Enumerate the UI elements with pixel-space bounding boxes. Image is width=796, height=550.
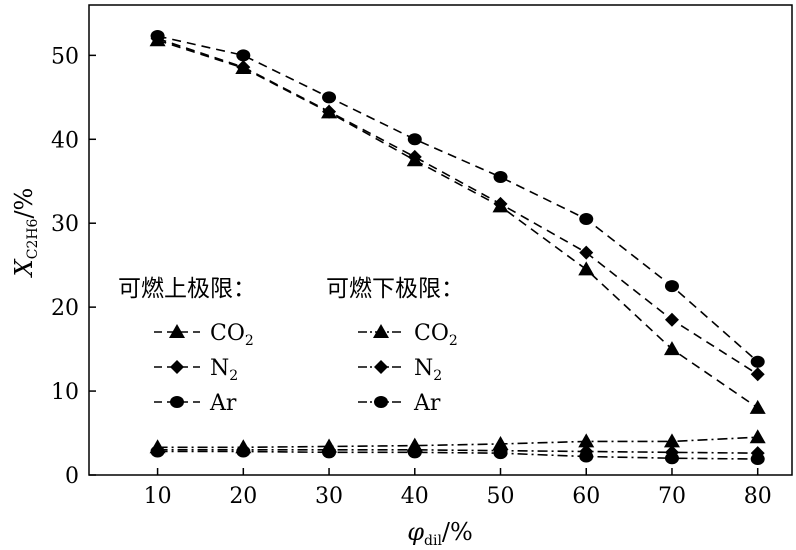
series-line-lower-ar [157, 450, 758, 460]
legend-label-main: Ar [413, 391, 441, 416]
legend-label-main: N [414, 356, 433, 381]
y-tick-label: 0 [65, 464, 79, 489]
y-tick-label: 20 [51, 296, 79, 321]
data-point-upper-ar [493, 171, 508, 184]
legend-marker [170, 396, 184, 408]
y-axis-label-main: X [10, 258, 38, 278]
data-point-upper-ar [322, 91, 337, 104]
data-point-upper-co2 [749, 399, 766, 414]
data-point-upper-co2 [578, 261, 595, 276]
data-point-lower-ar [579, 450, 594, 463]
legend-marker [374, 396, 388, 408]
legend-marker [373, 324, 389, 338]
data-point-upper-n2 [664, 312, 679, 327]
series-line-upper-n2 [157, 37, 759, 375]
x-tick-label: 50 [487, 484, 515, 509]
y-axis-label-sub: C2H6 [25, 218, 41, 259]
plot-frame [88, 4, 793, 476]
series-line-upper-ar [157, 35, 759, 363]
data-point-lower-co2 [749, 429, 766, 444]
legend-label: Ar [209, 391, 237, 416]
data-point-lower-ar [236, 445, 251, 458]
data-point-upper-ar [236, 49, 251, 62]
data-point-lower-ar [664, 452, 679, 465]
x-axis-label-sub: dil [424, 533, 442, 549]
legend-marker [374, 360, 388, 374]
x-tick-label: 80 [744, 484, 772, 509]
legend-label: CO2 [414, 321, 458, 349]
data-point-lower-co2 [663, 433, 680, 448]
x-axis-label-main: φ [407, 518, 424, 546]
legend-item-lower-co2: CO2 [358, 321, 458, 349]
x-axis-label-suffix: /% [442, 518, 473, 546]
legend-label-sub: 2 [229, 368, 238, 384]
data-point-upper-n2 [236, 60, 251, 75]
data-point-upper-ar [579, 213, 594, 226]
y-tick-label: 30 [51, 212, 79, 237]
legend-label: N2 [414, 356, 442, 384]
legend-label-main: Ar [209, 391, 237, 416]
legend-label-sub: 2 [449, 333, 458, 349]
data-point-upper-co2 [663, 341, 680, 356]
legend-item-upper-co2: CO2 [154, 321, 254, 349]
y-tick-label: 40 [51, 128, 79, 153]
data-point-upper-ar [750, 355, 765, 368]
legend-label-main: CO [210, 321, 245, 346]
series-line-lower-n2 [157, 449, 758, 454]
y-axis-label: XC2H6/% [10, 188, 41, 279]
legend-label: Ar [413, 391, 441, 416]
data-point-lower-co2 [492, 435, 509, 450]
legend-label-sub: 2 [433, 368, 442, 384]
legend-label-main: N [210, 356, 229, 381]
data-point-upper-ar [150, 30, 165, 43]
data-point-upper-n2 [579, 245, 594, 260]
x-tick-label: 70 [658, 484, 686, 509]
data-point-upper-n2 [322, 104, 337, 119]
data-point-lower-ar [322, 446, 337, 459]
x-tick-label: 40 [401, 484, 429, 509]
legend-item-lower-n2: N2 [358, 356, 442, 384]
legend-heading-upper: 可燃上极限： [118, 276, 256, 302]
x-axis-label: φdil/% [407, 518, 473, 549]
legend-label: CO2 [210, 321, 254, 349]
y-axis-label-suffix: /% [10, 188, 38, 219]
legend-label: N2 [210, 356, 238, 384]
data-point-upper-n2 [750, 367, 765, 382]
x-tick-label: 30 [315, 484, 343, 509]
data-point-upper-n2 [407, 149, 422, 164]
y-tick-label: 50 [51, 44, 79, 69]
y-axis-ticks: 0 10 20 30 40 50 [51, 44, 96, 489]
y-tick-label: 10 [51, 380, 79, 405]
x-axis-ticks: 10 20 30 40 50 60 70 80 [144, 468, 772, 509]
series-upper-n2 [150, 31, 765, 382]
series-layer [149, 30, 766, 466]
data-point-lower-ar [150, 445, 165, 458]
legend-label-main: CO [414, 321, 449, 346]
series-upper-ar [150, 30, 765, 368]
legend-item-upper-ar: Ar [154, 391, 237, 416]
legend-marker [170, 360, 184, 374]
legend-label-sub: 2 [245, 333, 254, 349]
data-point-lower-ar [750, 453, 765, 466]
x-tick-label: 60 [572, 484, 600, 509]
series-line-lower-co2 [157, 436, 758, 449]
legend-item-upper-n2: N2 [154, 356, 238, 384]
legend-item-lower-ar: Ar [358, 391, 441, 416]
x-tick-label: 20 [229, 484, 257, 509]
series-lower-ar [150, 445, 765, 466]
data-point-upper-ar [407, 133, 422, 146]
legend-heading-lower: 可燃下极限： [326, 276, 464, 302]
legend-marker [169, 324, 185, 338]
data-point-lower-ar [493, 447, 508, 460]
data-point-upper-n2 [493, 196, 508, 211]
data-point-lower-co2 [578, 433, 595, 448]
data-point-upper-ar [664, 280, 679, 293]
x-tick-label: 10 [144, 484, 172, 509]
data-point-lower-ar [407, 446, 422, 459]
